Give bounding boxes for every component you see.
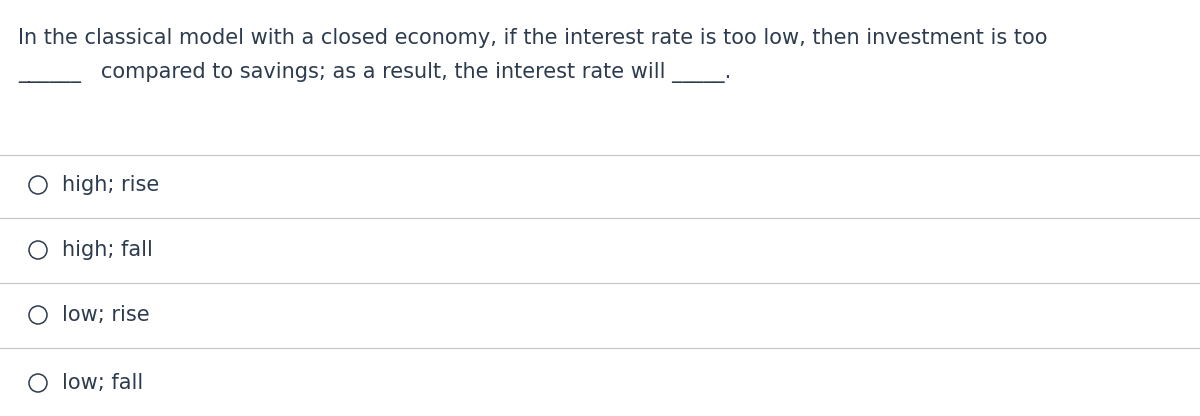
Text: ______   compared to savings; as a result, the interest rate will _____.: ______ compared to savings; as a result,…: [18, 62, 731, 83]
Text: high; rise: high; rise: [62, 175, 160, 195]
Text: low; fall: low; fall: [62, 373, 143, 393]
Text: high; fall: high; fall: [62, 240, 152, 260]
Text: low; rise: low; rise: [62, 305, 150, 325]
Text: In the classical model with a closed economy, if the interest rate is too low, t: In the classical model with a closed eco…: [18, 28, 1048, 48]
